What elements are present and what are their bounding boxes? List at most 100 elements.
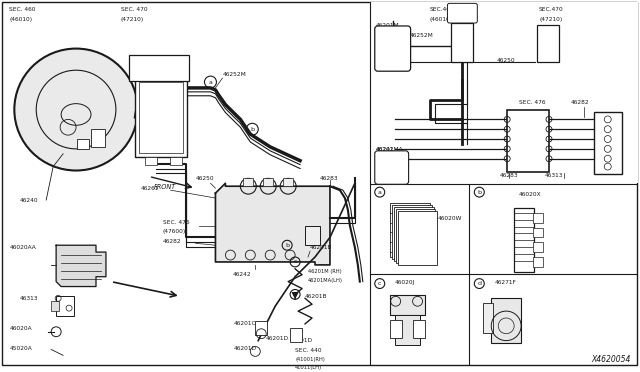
Bar bbox=[394, 207, 433, 261]
Bar bbox=[170, 157, 182, 164]
Text: 46201M: 46201M bbox=[376, 23, 399, 28]
Text: (46010): (46010) bbox=[10, 17, 33, 22]
Bar bbox=[129, 55, 189, 81]
Text: 46201MA: 46201MA bbox=[376, 147, 403, 152]
Bar bbox=[507, 109, 549, 173]
Text: 46282: 46282 bbox=[163, 239, 181, 244]
Text: SEC. 476: SEC. 476 bbox=[519, 100, 546, 105]
Bar bbox=[390, 320, 402, 338]
Text: 46282: 46282 bbox=[571, 100, 589, 105]
Text: 46201M (RH): 46201M (RH) bbox=[308, 269, 342, 274]
Text: a: a bbox=[209, 80, 212, 84]
Bar bbox=[483, 303, 493, 333]
Text: 46283: 46283 bbox=[320, 176, 339, 182]
Bar bbox=[413, 320, 424, 338]
Text: 46261: 46261 bbox=[141, 186, 159, 191]
Text: 46250: 46250 bbox=[496, 58, 515, 63]
Text: 46201C: 46201C bbox=[234, 321, 256, 326]
Text: 46242: 46242 bbox=[232, 272, 251, 277]
Bar bbox=[533, 228, 543, 237]
Bar bbox=[290, 328, 302, 341]
Text: 46020J: 46020J bbox=[395, 280, 415, 285]
Bar bbox=[77, 139, 89, 149]
Text: 46020AA: 46020AA bbox=[10, 245, 36, 250]
Text: 46020W: 46020W bbox=[438, 216, 462, 221]
Text: (47600): (47600) bbox=[519, 109, 542, 115]
Text: 41011(LH): 41011(LH) bbox=[295, 365, 322, 370]
Bar bbox=[255, 321, 268, 335]
Bar bbox=[492, 298, 521, 343]
Bar bbox=[91, 129, 105, 147]
Bar bbox=[51, 301, 59, 311]
Text: SEC. 440: SEC. 440 bbox=[295, 349, 322, 353]
Text: SEC. 460: SEC. 460 bbox=[10, 7, 36, 12]
Bar bbox=[537, 25, 559, 62]
Bar bbox=[135, 78, 187, 157]
Text: (47210): (47210) bbox=[121, 17, 144, 22]
Text: 46242: 46242 bbox=[376, 147, 394, 152]
Text: 45020A: 45020A bbox=[10, 346, 32, 350]
Text: 46240: 46240 bbox=[376, 58, 394, 63]
Bar bbox=[396, 209, 435, 263]
Text: SEC.460: SEC.460 bbox=[429, 7, 454, 12]
Text: d: d bbox=[293, 292, 297, 297]
Bar bbox=[243, 178, 253, 186]
Bar bbox=[390, 203, 429, 257]
FancyBboxPatch shape bbox=[375, 26, 411, 71]
Bar bbox=[451, 23, 474, 62]
Bar bbox=[533, 257, 543, 267]
Bar bbox=[390, 295, 424, 315]
Bar bbox=[514, 208, 534, 272]
Polygon shape bbox=[216, 183, 330, 265]
Text: 46201B: 46201B bbox=[310, 245, 333, 250]
Text: 46201D: 46201D bbox=[234, 346, 257, 350]
Bar bbox=[263, 178, 273, 186]
Bar bbox=[139, 82, 182, 153]
Text: 46271F: 46271F bbox=[494, 280, 516, 285]
Text: (47210): (47210) bbox=[539, 17, 563, 22]
Bar bbox=[533, 242, 543, 252]
Text: FRONT: FRONT bbox=[154, 184, 176, 190]
Text: d: d bbox=[477, 281, 481, 286]
Text: c: c bbox=[293, 259, 297, 264]
Text: 46020A: 46020A bbox=[10, 326, 32, 331]
Text: 46020X: 46020X bbox=[519, 192, 541, 197]
Text: (41001(RH): (41001(RH) bbox=[295, 357, 325, 362]
Bar bbox=[392, 205, 431, 259]
Text: c: c bbox=[378, 281, 381, 286]
Text: SEC.470: SEC.470 bbox=[539, 7, 564, 12]
Text: 46313: 46313 bbox=[545, 173, 563, 179]
Bar bbox=[371, 2, 637, 183]
FancyBboxPatch shape bbox=[375, 151, 408, 184]
Bar bbox=[533, 213, 543, 222]
Text: (46010): (46010) bbox=[429, 17, 452, 22]
Text: SEC. 470: SEC. 470 bbox=[121, 7, 147, 12]
Circle shape bbox=[14, 49, 138, 170]
Bar bbox=[56, 296, 74, 316]
Bar bbox=[283, 178, 293, 186]
Bar bbox=[395, 315, 420, 344]
Text: 46250: 46250 bbox=[196, 176, 214, 182]
Text: 46252M: 46252M bbox=[410, 33, 433, 38]
Bar bbox=[145, 157, 157, 164]
FancyBboxPatch shape bbox=[447, 3, 477, 23]
Text: b: b bbox=[477, 190, 481, 195]
Text: 46201MA(LH): 46201MA(LH) bbox=[308, 278, 343, 283]
Text: X4620054: X4620054 bbox=[591, 355, 630, 364]
Text: SEC. 476: SEC. 476 bbox=[163, 220, 189, 225]
Text: 46252M: 46252M bbox=[223, 72, 246, 77]
Text: 46201D: 46201D bbox=[265, 336, 288, 341]
Text: 46201D: 46201D bbox=[290, 338, 313, 343]
Text: (47600): (47600) bbox=[163, 230, 186, 234]
Bar bbox=[594, 112, 621, 174]
Text: b: b bbox=[250, 127, 254, 132]
Text: a: a bbox=[378, 190, 381, 195]
Bar bbox=[305, 225, 320, 245]
Text: 46313: 46313 bbox=[19, 296, 38, 301]
Polygon shape bbox=[56, 245, 106, 286]
Bar bbox=[397, 211, 438, 265]
Text: 46240: 46240 bbox=[19, 198, 38, 203]
Text: 46283: 46283 bbox=[499, 173, 518, 179]
Text: b: b bbox=[285, 243, 289, 248]
Text: 46201B: 46201B bbox=[305, 294, 328, 299]
